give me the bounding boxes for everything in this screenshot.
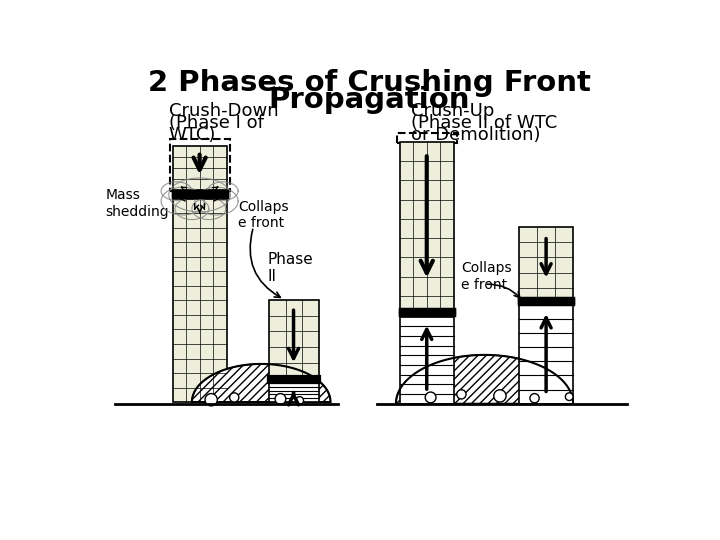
- Text: Collaps
e front: Collaps e front: [462, 261, 512, 292]
- Bar: [170, 139, 230, 191]
- Text: (Phase II of WTC: (Phase II of WTC: [411, 114, 557, 132]
- Polygon shape: [396, 355, 573, 403]
- Bar: [269, 300, 319, 379]
- Text: Crush-Up: Crush-Up: [411, 102, 495, 120]
- Circle shape: [296, 397, 304, 404]
- Bar: [269, 379, 319, 402]
- Text: WTC): WTC): [168, 126, 216, 144]
- Text: Collaps
e front: Collaps e front: [238, 200, 289, 230]
- Circle shape: [205, 394, 217, 406]
- Bar: [173, 199, 227, 402]
- Bar: [400, 316, 454, 403]
- Bar: [519, 305, 573, 403]
- Circle shape: [494, 390, 506, 402]
- Polygon shape: [192, 364, 330, 402]
- Bar: [519, 226, 573, 303]
- Circle shape: [530, 394, 539, 403]
- Text: (Phase I of: (Phase I of: [168, 114, 264, 132]
- Bar: [173, 146, 227, 190]
- Text: Propagation: Propagation: [269, 85, 469, 113]
- Circle shape: [230, 393, 239, 402]
- Text: Phase
II: Phase II: [267, 252, 313, 284]
- Text: 2 Phases of Crushing Front: 2 Phases of Crushing Front: [148, 69, 590, 97]
- Circle shape: [565, 393, 573, 401]
- Bar: [400, 142, 454, 315]
- Text: or Demolition): or Demolition): [411, 126, 541, 144]
- Circle shape: [426, 392, 436, 403]
- Circle shape: [456, 390, 466, 399]
- Bar: [397, 133, 456, 143]
- Circle shape: [275, 394, 286, 404]
- Text: Mass
shedding: Mass shedding: [106, 188, 169, 219]
- Text: Crush-Down: Crush-Down: [168, 102, 279, 120]
